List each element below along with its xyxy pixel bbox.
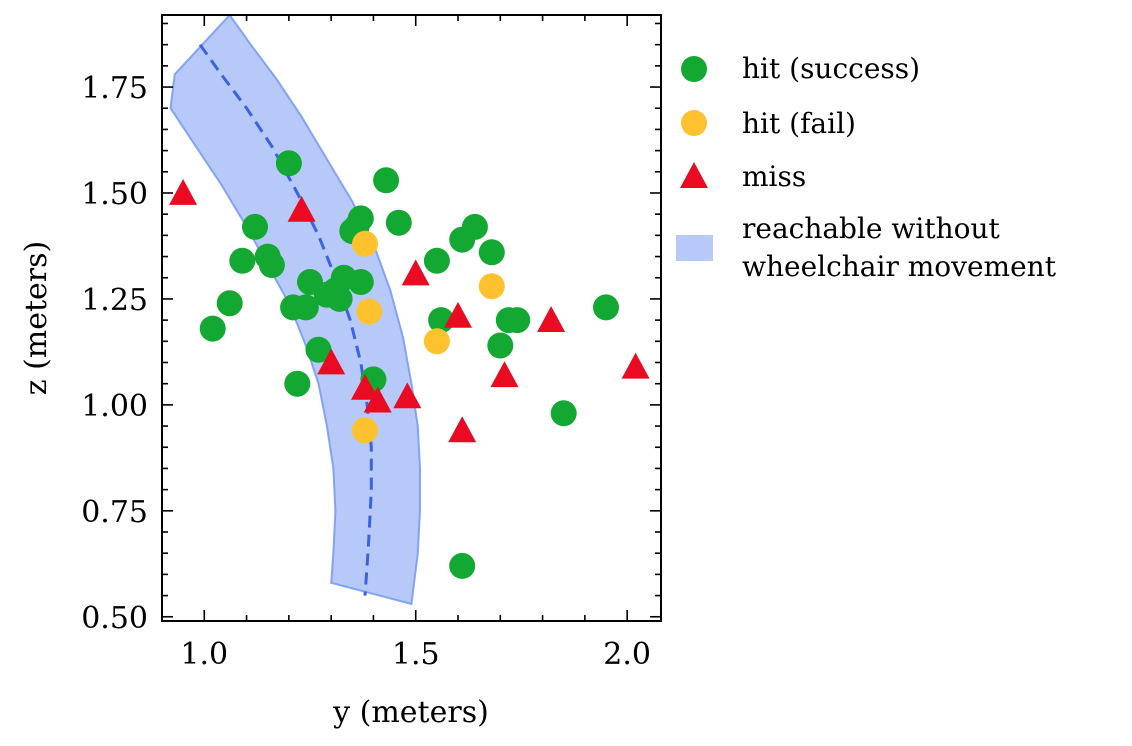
point-hit-success-2 <box>229 247 256 274</box>
point-miss-6 <box>401 259 430 286</box>
point-hit-success-8 <box>284 370 311 397</box>
point-miss-8 <box>448 416 477 443</box>
point-miss-10 <box>537 306 566 332</box>
legend-label-miss: miss <box>742 160 806 193</box>
tick-labels-layer: 1.0 1.5 2.0 0.50 0.75 1.00 1.25 1.50 1.75 <box>81 71 651 672</box>
legend-marker-miss <box>680 162 708 188</box>
y-tick-label: 1.75 <box>81 71 148 106</box>
legend-marker-hit-fail <box>681 110 707 136</box>
point-miss-7 <box>444 301 472 328</box>
point-hit-success-28 <box>487 332 514 359</box>
point-hit-success-11 <box>305 336 332 363</box>
point-hit-fail-2 <box>352 417 378 444</box>
y-tick-label: 0.75 <box>81 495 148 530</box>
reachable-band-centerline <box>198 43 373 596</box>
point-hit-fail-0 <box>352 230 378 257</box>
point-miss-11 <box>621 352 650 379</box>
point-hit-success-21 <box>373 167 400 194</box>
point-hit-success-6 <box>275 150 302 177</box>
point-hit-success-27 <box>478 239 505 266</box>
point-hit-fail-4 <box>478 273 505 300</box>
ticks-layer <box>161 15 661 621</box>
point-hit-success-14 <box>326 285 353 312</box>
point-miss-1 <box>287 195 316 222</box>
point-hit-success-30 <box>504 307 531 334</box>
y-tick-label: 1.25 <box>81 283 148 318</box>
point-hit-success-23 <box>423 247 450 274</box>
y-tick-label: 0.50 <box>81 601 148 636</box>
point-hit-success-1 <box>216 290 243 317</box>
point-hit-success-19 <box>347 269 374 295</box>
point-hit-fail-1 <box>356 298 383 325</box>
point-hit-success-26 <box>461 213 488 240</box>
point-hit-success-3 <box>242 213 268 240</box>
legend-label-hit-success: hit (success) <box>742 52 920 85</box>
point-hit-success-9 <box>292 294 319 321</box>
y-tick-label: 1.00 <box>81 389 148 424</box>
point-miss-2 <box>317 348 346 375</box>
legend: hit (success) hit (fail) miss reachable … <box>676 52 1057 283</box>
y-axis-label: z (meters) <box>19 241 54 396</box>
point-hit-success-32 <box>593 294 619 321</box>
points-layer <box>169 150 650 579</box>
point-hit-success-5 <box>258 252 285 278</box>
point-miss-3 <box>351 373 379 400</box>
x-tick-label: 1.5 <box>392 637 440 672</box>
y-tick-label: 1.50 <box>81 177 148 212</box>
point-miss-5 <box>393 382 422 409</box>
legend-label-hit-fail: hit (fail) <box>742 107 856 140</box>
legend-label-band-line2: wheelchair movement <box>742 250 1057 283</box>
x-tick-label: 2.0 <box>603 637 651 672</box>
point-hit-success-22 <box>385 209 412 236</box>
point-hit-fail-3 <box>423 328 450 355</box>
legend-marker-band <box>676 235 713 261</box>
x-tick-label: 1.0 <box>180 637 228 672</box>
point-hit-success-0 <box>199 315 226 342</box>
legend-label-band-line1: reachable without <box>742 212 1001 245</box>
point-hit-success-18 <box>347 205 374 232</box>
plot-area <box>169 15 650 606</box>
legend-marker-hit-success <box>681 56 707 82</box>
point-hit-success-33 <box>449 552 476 579</box>
plot-frame <box>161 14 662 622</box>
point-hit-success-31 <box>550 400 577 427</box>
point-miss-9 <box>490 361 519 388</box>
point-miss-4 <box>363 386 392 413</box>
x-axis-label: y (meters) <box>332 695 489 730</box>
point-miss-0 <box>169 179 198 205</box>
